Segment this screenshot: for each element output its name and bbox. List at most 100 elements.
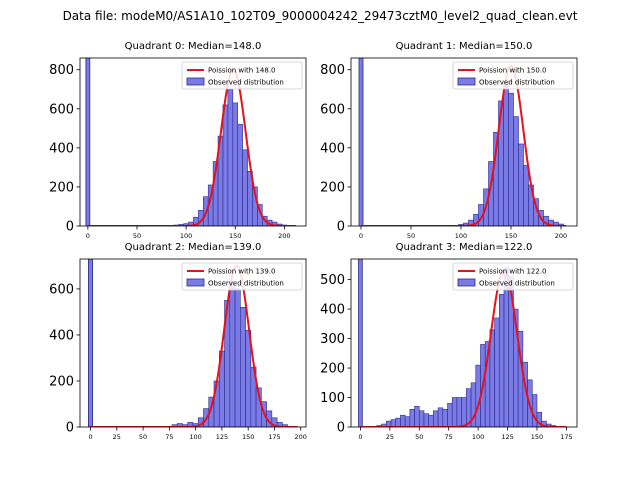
histogram-bar [442, 409, 448, 427]
x-tick-label: 150 [242, 433, 254, 441]
subplot-title: Quadrant 2: Median=139.0 [125, 242, 262, 253]
y-tick-label: 600 [49, 102, 74, 117]
legend-bar-swatch [186, 77, 205, 86]
axes-frame [350, 57, 578, 227]
histogram-bar [456, 397, 462, 427]
histogram-bar [414, 406, 420, 427]
y-tick-label: 0 [66, 220, 74, 235]
legend-bar-swatch [457, 278, 476, 287]
histogram-bar [85, 58, 91, 226]
poisson-curve [87, 68, 297, 226]
histogram-bar [88, 259, 94, 427]
legend-box [181, 262, 303, 291]
y-tick-label: 0 [66, 421, 74, 436]
x-tick-label: 150 [229, 232, 241, 240]
poisson-curve [361, 64, 566, 226]
y-tick-label: 300 [320, 332, 345, 347]
legend-bar-swatch [457, 77, 476, 86]
histogram-bar [428, 414, 434, 427]
legend: Poission with 139.0 Observed distribution [181, 262, 303, 291]
y-tick-label: 0 [337, 421, 345, 436]
x-tick-label: 150 [531, 433, 543, 441]
y-tick-label: 0 [337, 220, 345, 235]
poisson-curve [360, 269, 567, 427]
histogram-bar [222, 104, 229, 226]
legend-label-poisson: Poission with 148.0 [208, 67, 276, 75]
histogram-bar [508, 92, 514, 226]
x-tick-label: 50 [415, 433, 423, 441]
x-tick-label: 75 [165, 433, 173, 441]
x-tick-label: 150 [505, 232, 517, 240]
x-tick-label: 200 [555, 232, 567, 240]
histogram-bar [433, 410, 439, 427]
histogram-bar [234, 288, 241, 427]
y-tick-label: 800 [320, 63, 345, 78]
x-tick-label: 100 [472, 433, 484, 441]
y-tick-label: 400 [320, 303, 345, 318]
histogram-bar [523, 165, 529, 226]
histogram-bar [395, 417, 401, 427]
x-tick-label: 100 [180, 232, 192, 240]
legend-label-poisson: Poission with 139.0 [208, 268, 276, 276]
histogram-bar [503, 267, 510, 427]
histogram-bar [503, 81, 509, 226]
subplot-3: Quadrant 3: Median=122.00100200300400500… [320, 242, 578, 441]
histogram-bar [518, 143, 524, 226]
legend-label-observed: Observed distribution [479, 280, 555, 288]
subplot-1: Quadrant 1: Median=150.0 0 200 400 600 800 0 50… [320, 41, 578, 240]
y-tick-label: 200 [320, 180, 345, 195]
histogram-bar [232, 102, 239, 226]
y-tick-label: 200 [49, 180, 74, 195]
x-tick-label: 25 [386, 433, 394, 441]
y-tick-label: 200 [320, 362, 345, 377]
histogram-bar [451, 397, 458, 427]
legend: Poission with 122.0 Observed distribution [452, 262, 574, 291]
histogram-bar [227, 88, 234, 226]
legend-box [452, 61, 574, 90]
subplot-0: Quadrant 0: Median=148.0 0 200 400 600 800 0 50… [49, 41, 307, 240]
legend-label-observed: Observed distribution [479, 79, 555, 87]
histogram-bar [513, 116, 519, 226]
axes-frame [79, 57, 307, 227]
y-tick-label: 600 [320, 102, 345, 117]
x-tick-label: 100 [189, 433, 201, 441]
legend: Poission with 148.0 Observed distribution [181, 61, 303, 90]
histogram-bar [358, 58, 364, 226]
legend-box [452, 262, 574, 291]
histogram-bar [358, 259, 363, 427]
legend: Poission with 150.0 Observed distribution [452, 61, 574, 90]
plot-area [358, 58, 566, 226]
x-tick-label: 0 [359, 232, 363, 240]
plot-area [85, 58, 297, 226]
x-tick-label: 175 [268, 433, 280, 441]
subplot-2: Quadrant 2: Median=139.0 0 200 400 600 0 25 50 7… [49, 242, 307, 441]
y-tick-label: 200 [49, 374, 74, 389]
legend-bar-swatch [186, 278, 205, 287]
y-tick-label: 400 [320, 141, 345, 156]
histogram-bar [461, 397, 467, 427]
x-tick-label: 75 [445, 433, 453, 441]
x-tick-label: 0 [88, 433, 92, 441]
histogram-bar [400, 414, 406, 427]
histogram-bar [447, 403, 453, 427]
x-tick-label: 200 [278, 232, 290, 240]
histogram-bar [499, 294, 505, 427]
legend-label-poisson: Poission with 150.0 [479, 67, 547, 75]
histogram-bar [390, 419, 397, 427]
y-tick-label: 400 [49, 141, 74, 156]
histogram-bar [531, 394, 538, 427]
histogram-bar [437, 407, 444, 427]
x-tick-label: 0 [358, 433, 362, 441]
subplot-title: Quadrant 0: Median=148.0 [125, 41, 262, 52]
y-tick-label: 800 [49, 63, 74, 78]
y-tick-label: 500 [320, 273, 345, 288]
histogram-bar [418, 410, 425, 427]
y-tick-label: 600 [49, 282, 74, 297]
subplot-title: Quadrant 1: Median=150.0 [396, 41, 533, 52]
axes-frame [79, 258, 307, 428]
x-tick-label: 125 [216, 433, 228, 441]
histogram-bar [423, 413, 429, 427]
axes-frame [350, 258, 578, 428]
y-tick-label: 100 [320, 391, 345, 406]
